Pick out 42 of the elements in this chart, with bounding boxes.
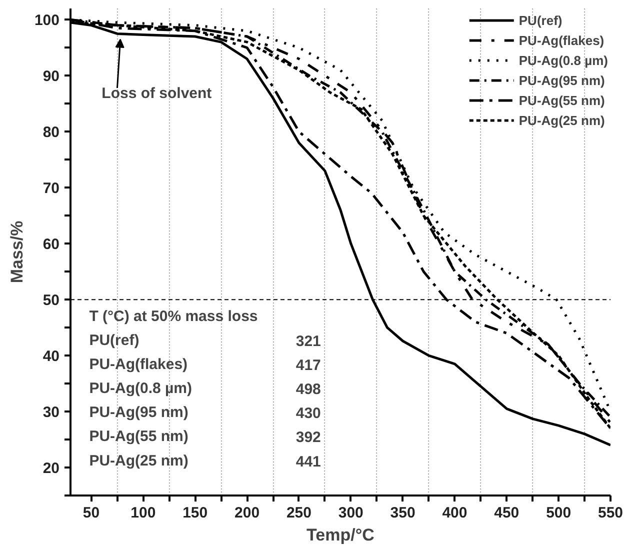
annotation: 417 bbox=[296, 357, 321, 374]
annotation: PU-Ag(95 nm) bbox=[89, 404, 188, 422]
legend-label: PU-Ag(flakes) bbox=[518, 32, 604, 48]
annotation: 498 bbox=[296, 381, 321, 398]
y-tick-label: 100 bbox=[34, 12, 60, 30]
annotation: 392 bbox=[296, 429, 321, 446]
x-tick-label: 500 bbox=[546, 504, 572, 522]
annotation: 430 bbox=[296, 405, 321, 422]
legend-label: PU-Ag(95 nm) bbox=[518, 72, 605, 88]
y-tick-label: 40 bbox=[42, 348, 60, 366]
y-tick-label: 30 bbox=[42, 404, 60, 422]
x-tick-label: 200 bbox=[234, 504, 260, 522]
annotation: 321 bbox=[296, 332, 321, 350]
annotation: PU(ref) bbox=[89, 332, 140, 349]
y-tick-label: 70 bbox=[42, 180, 60, 198]
x-tick-label: 450 bbox=[494, 504, 520, 522]
annotation: 441 bbox=[296, 453, 321, 470]
y-axis-title: Mass/% bbox=[7, 220, 26, 284]
y-tick-label: 90 bbox=[42, 68, 60, 86]
legend-label: PU-Ag(55 nm) bbox=[518, 92, 605, 108]
y-tick-label: 80 bbox=[42, 124, 60, 142]
x-tick-label: 100 bbox=[130, 504, 156, 522]
annotation: PU-Ag(flakes) bbox=[89, 356, 188, 374]
x-tick-label: 400 bbox=[442, 504, 468, 522]
y-tick-label: 60 bbox=[42, 236, 60, 254]
annotation: PU-Ag(0.8 µm) bbox=[89, 380, 192, 398]
x-tick-label: 150 bbox=[182, 504, 208, 522]
x-tick-label: 350 bbox=[390, 504, 416, 522]
annotation: PU-Ag(55 nm) bbox=[89, 428, 188, 446]
x-tick-label: 550 bbox=[598, 504, 624, 522]
x-tick-label: 300 bbox=[338, 504, 364, 522]
x-tick-label: 50 bbox=[82, 504, 100, 522]
y-tick-label: 50 bbox=[42, 292, 60, 310]
x-tick-label: 250 bbox=[286, 504, 312, 522]
annotation: T (°C) at 50% mass loss bbox=[89, 308, 258, 325]
y-tick-label: 20 bbox=[42, 460, 60, 478]
legend-label: PU(ref) bbox=[518, 12, 562, 28]
annotation: Loss of solvent bbox=[102, 84, 212, 102]
x-axis-title: Temp/°C bbox=[306, 526, 374, 544]
legend-label: PU-Ag(25 nm) bbox=[518, 112, 605, 128]
annotation: PU-Ag(25 nm) bbox=[89, 452, 188, 470]
legend-label: PU-Ag(0.8 µm) bbox=[518, 52, 608, 68]
